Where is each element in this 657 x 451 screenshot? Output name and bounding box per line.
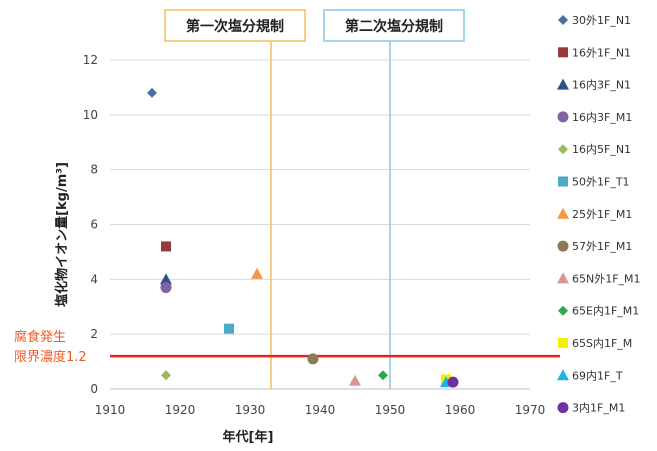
data-point xyxy=(349,374,361,386)
regulation-label-box xyxy=(164,9,306,42)
data-point xyxy=(161,370,171,381)
data-point xyxy=(160,282,172,294)
legend-marker xyxy=(558,47,568,58)
data-point xyxy=(447,376,459,388)
y-tick-label: 6 xyxy=(90,218,98,232)
data-point xyxy=(224,323,234,334)
legend-marker xyxy=(558,305,568,316)
y-tick-label: 4 xyxy=(90,272,98,286)
legend-label: 16内3F_M1 xyxy=(572,110,632,124)
x-tick-label: 1960 xyxy=(445,403,476,417)
data-point xyxy=(147,87,157,98)
legend-marker xyxy=(558,15,568,25)
y-axis-title: 塩化物イオン量[kg/m³] xyxy=(54,162,70,307)
legend-label: 30外1F_N1 xyxy=(572,14,631,27)
gridlines xyxy=(110,59,530,335)
legend-label: 16内5F_N1 xyxy=(572,142,631,156)
legend-label: 65E内1F_M1 xyxy=(572,304,639,318)
regulation-label: 第一次塩分規制 xyxy=(186,18,284,35)
x-tick-label: 1950 xyxy=(375,403,406,417)
regulation-label: 第二次塩分規制 xyxy=(345,18,443,35)
y-tick-label: 8 xyxy=(90,163,98,177)
legend-label: 25外1F_M1 xyxy=(572,208,632,221)
x-axis-title: 年代[年] xyxy=(223,429,274,445)
legend-label: 16外1F_N1 xyxy=(572,46,631,59)
y-tick-label: 12 xyxy=(83,53,98,67)
legend-label: 50外1F_T1 xyxy=(572,176,630,189)
legend-marker xyxy=(558,144,568,155)
legend-label: 57外1F_M1 xyxy=(572,240,632,253)
data-point xyxy=(160,273,172,285)
regulation-lines: 第一次塩分規制 第二次塩分規制 xyxy=(164,9,465,389)
x-tick-label: 1910 xyxy=(95,403,126,417)
legend-marker xyxy=(557,369,569,381)
axes: 0 2 4 6 8 10 12 1910 1920 1930 1940 1950 1960 1970 年代[… xyxy=(54,53,545,445)
data-point xyxy=(161,241,171,252)
legend-marker xyxy=(558,176,568,187)
y-tick-label: 0 xyxy=(90,382,98,396)
y-tick-label: 2 xyxy=(90,327,98,341)
y-tick-label: 10 xyxy=(83,108,98,122)
threshold-label-line2: 限界濃度1.2 xyxy=(14,349,87,365)
legend-marker xyxy=(557,402,569,414)
legend-label: 16内3F_N1 xyxy=(572,78,631,92)
legend-label: 65N外1F_M1 xyxy=(572,272,641,285)
legend-label: 65S内1F_M xyxy=(572,336,632,350)
x-tick-label: 1970 xyxy=(515,403,546,417)
threshold-label-line1: 腐食発生 xyxy=(14,329,66,345)
legend-marker xyxy=(557,240,569,252)
legend-marker xyxy=(557,272,569,284)
legend-marker xyxy=(558,338,568,348)
data-point xyxy=(251,267,263,279)
legend-label: 3内1F_M1 xyxy=(572,401,625,415)
data-point xyxy=(378,370,388,381)
legend-marker xyxy=(557,207,569,219)
regulation-label-box xyxy=(323,9,465,42)
legend: 30外1F_N1 16外1F_N1 16内3F_N1 16内3F_M1 16内5F_N1… xyxy=(557,14,641,415)
legend-label: 69内1F_T xyxy=(572,368,623,382)
data-point xyxy=(307,353,319,365)
x-tick-label: 1940 xyxy=(305,403,336,417)
legend-marker xyxy=(557,78,569,90)
x-tick-label: 1920 xyxy=(165,403,196,417)
x-tick-label: 1930 xyxy=(235,403,266,417)
data-points xyxy=(147,87,459,388)
legend-marker xyxy=(557,111,569,123)
